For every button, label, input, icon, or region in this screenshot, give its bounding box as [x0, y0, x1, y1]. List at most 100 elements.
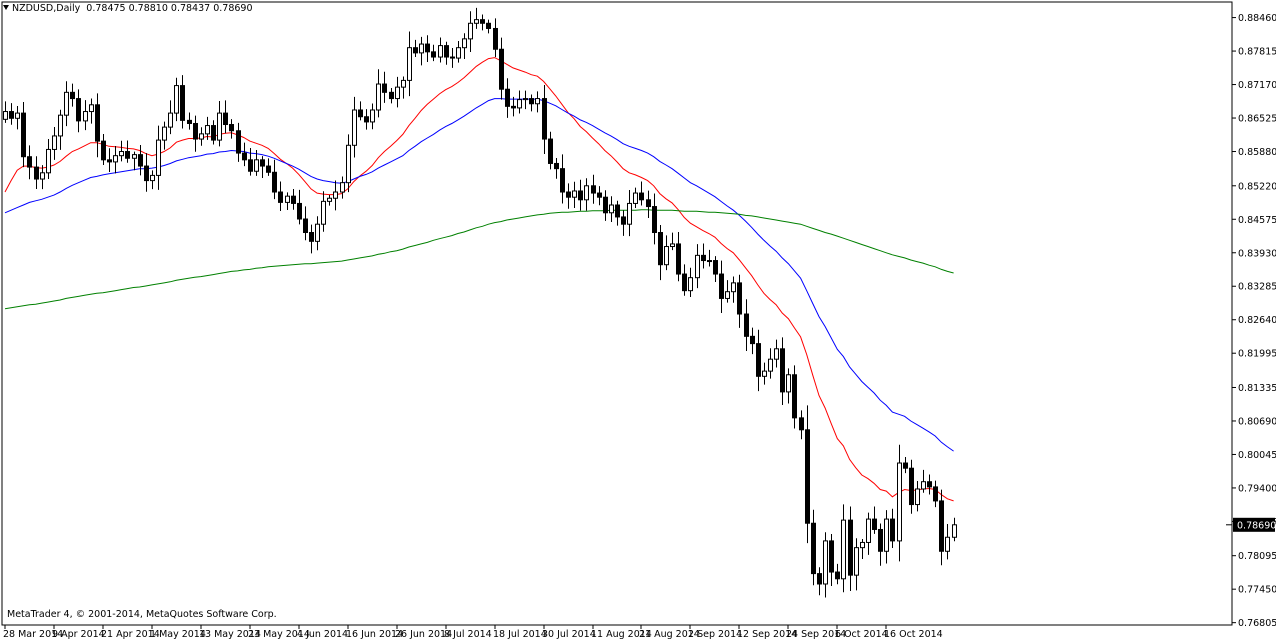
candle-body	[811, 522, 816, 575]
candle	[780, 337, 785, 405]
candles	[3, 7, 957, 598]
candle-body	[413, 47, 418, 54]
candle	[811, 509, 816, 586]
x-tick-label: 2 Sep 2014	[688, 629, 742, 640]
candle-body	[884, 518, 889, 552]
x-tick-label: 21 Apr 2014	[101, 629, 160, 640]
candle-body	[529, 98, 534, 105]
candle-body	[162, 126, 167, 141]
y-tick-label: 0.80045	[1238, 450, 1276, 461]
candle-body	[878, 528, 883, 552]
candle-body	[952, 524, 957, 538]
candle	[646, 190, 651, 219]
candle	[719, 260, 724, 313]
candle	[566, 183, 571, 209]
candle	[15, 105, 20, 130]
candle	[236, 122, 241, 162]
candle-body	[627, 202, 632, 225]
candle-body	[658, 232, 663, 266]
y-tick-label: 0.80690	[1238, 416, 1276, 427]
dropdown-triangle-icon[interactable]	[3, 5, 9, 10]
candle	[162, 121, 167, 150]
candle	[260, 156, 265, 179]
candle-body	[480, 19, 485, 24]
candle	[419, 36, 424, 66]
candle-body	[566, 191, 571, 198]
candle-body	[315, 223, 320, 242]
candle-body	[52, 135, 57, 150]
candle	[242, 142, 247, 167]
candle	[64, 81, 69, 127]
candle-body	[493, 27, 498, 50]
x-tick-label: 24 Sep 2014	[786, 629, 846, 640]
candle	[890, 508, 895, 548]
candle	[168, 100, 173, 135]
candle	[652, 193, 657, 245]
candle-body	[945, 536, 950, 552]
candle-body	[872, 518, 877, 530]
chart-title-bar: NZDUSD,Daily 0.78475 0.78810 0.78437 0.78…	[3, 3, 253, 14]
candle-body	[101, 140, 106, 161]
candle	[278, 181, 283, 211]
candle	[309, 224, 314, 254]
x-tick-label: 12 Sep 2014	[737, 629, 797, 640]
candle-body	[548, 138, 553, 164]
x-tick-label: 8 Jul 2014	[444, 629, 492, 640]
candle-body	[701, 254, 706, 262]
candle-body	[438, 45, 443, 58]
candle	[333, 180, 338, 211]
candle-body	[327, 197, 332, 202]
candle	[223, 100, 228, 134]
x-tick-label: 1 May 2014	[150, 629, 206, 640]
candle	[799, 410, 804, 440]
x-tick-label: 16 Oct 2014	[884, 629, 943, 640]
candle	[58, 109, 63, 150]
candle	[352, 96, 357, 158]
candle-body	[676, 243, 681, 275]
candle-body	[382, 83, 387, 93]
candle-body	[285, 195, 290, 203]
candle-body	[64, 91, 69, 116]
candle	[523, 90, 528, 110]
candle	[805, 405, 810, 544]
candle-body	[401, 79, 406, 88]
candle-body	[205, 125, 210, 135]
candle	[187, 112, 192, 130]
candle	[860, 538, 865, 560]
candle	[438, 37, 443, 63]
candle-body	[333, 191, 338, 199]
candle-body	[939, 500, 944, 552]
candle-body	[174, 85, 179, 114]
candle	[52, 126, 57, 160]
candle-body	[15, 112, 20, 119]
candle-body	[364, 116, 369, 123]
candle-body	[132, 154, 137, 159]
y-tick-label: 0.88460	[1238, 13, 1276, 24]
candle	[939, 489, 944, 566]
candle-body	[921, 481, 926, 490]
candle	[707, 249, 712, 267]
copyright-notice: MetaTrader 4, © 2001-2014, MetaQuotes So…	[7, 609, 277, 620]
candle	[27, 145, 32, 180]
candle-body	[376, 83, 381, 111]
candle-body	[695, 254, 700, 279]
candle-body	[499, 48, 504, 90]
candle	[597, 186, 602, 206]
candle-body	[278, 191, 283, 203]
y-tick-label: 0.82640	[1238, 315, 1276, 326]
y-tick-label: 0.87170	[1238, 80, 1276, 91]
candle-body	[633, 192, 638, 204]
candle	[933, 480, 938, 508]
candle	[560, 154, 565, 204]
candle-body	[321, 200, 326, 225]
candle-body	[915, 488, 920, 506]
candle-body	[731, 282, 736, 293]
candle-body	[425, 43, 430, 53]
candle-body	[242, 152, 247, 161]
candle-body	[340, 182, 345, 193]
candle-body	[799, 417, 804, 431]
candle	[70, 83, 75, 107]
